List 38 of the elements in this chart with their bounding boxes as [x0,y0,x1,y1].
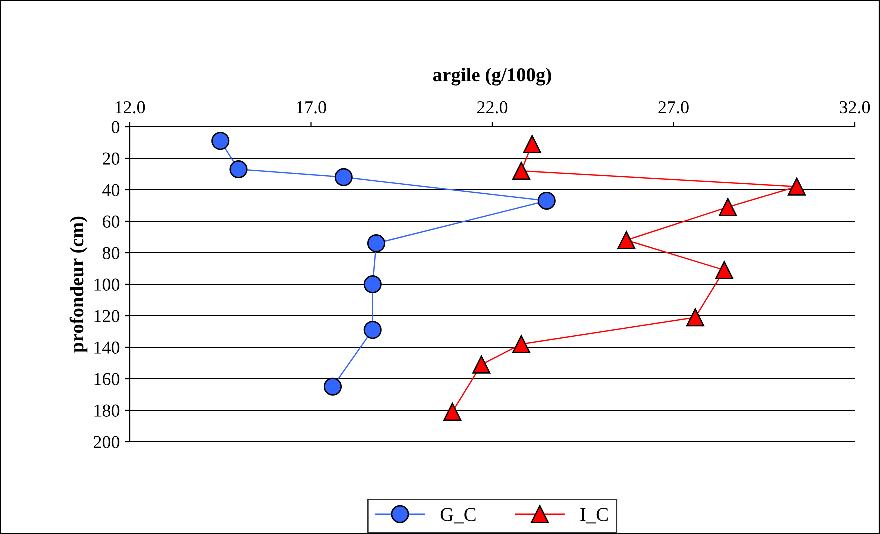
x-tick-label: 17.0 [297,101,326,114]
y-tick-label: 100 [94,278,120,291]
point [324,378,342,396]
y-tick-label: 180 [94,404,120,417]
y-axis-title: profondeur (cm) [70,216,88,353]
y-tick-label: 160 [94,373,120,386]
point [538,192,556,210]
point [444,403,462,422]
y-tick-label: 20 [103,152,120,165]
point [230,160,248,179]
y-tick-label: 120 [94,310,120,322]
x-tick-label: 22.0 [477,101,508,114]
y-tick-label: 40 [102,184,120,196]
point [719,198,738,216]
y-tick-label: 60 [103,216,120,228]
x-tick-label: 12.0 [116,101,146,114]
point [212,132,230,150]
legend-label: I_C [580,508,608,524]
point [618,231,636,250]
point [512,335,531,354]
point [788,178,806,196]
point [472,356,491,374]
legend-label: G_C [440,508,476,524]
x-tick-label: 32.0 [840,101,870,114]
x-tick-label: 27.0 [658,101,689,114]
point [686,308,705,327]
y-tick-label: 200 [94,436,120,448]
point [523,135,542,154]
y-tick-label: 80 [102,247,120,260]
point [367,234,386,253]
point [715,261,734,280]
point [334,168,353,186]
point [364,321,382,340]
y-tick-label: 0 [112,121,120,134]
x-axis-title: argile (g/100g) [433,68,552,86]
point [364,275,382,294]
y-tick-label: 140 [94,342,120,354]
point [512,162,531,180]
